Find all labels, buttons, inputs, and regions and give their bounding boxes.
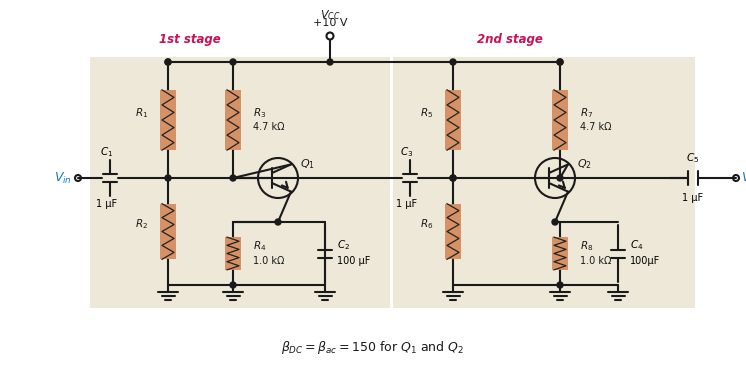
Text: +10 V: +10 V <box>313 18 347 28</box>
Circle shape <box>275 219 281 225</box>
Bar <box>552 90 568 150</box>
Text: $R_7$: $R_7$ <box>580 106 593 120</box>
Text: $\beta_{DC} = \beta_{ac} = 150$ for $Q_1$ and $Q_2$: $\beta_{DC} = \beta_{ac} = 150$ for $Q_1… <box>281 340 465 356</box>
Circle shape <box>230 59 236 65</box>
Text: 4.7 kΩ: 4.7 kΩ <box>253 122 284 132</box>
Text: $Q_2$: $Q_2$ <box>577 157 592 171</box>
Text: 100μF: 100μF <box>630 257 660 266</box>
Text: $V_{out}$: $V_{out}$ <box>741 171 746 186</box>
Text: $R_1$: $R_1$ <box>135 106 148 120</box>
Text: $R_8$: $R_8$ <box>580 240 593 253</box>
Circle shape <box>230 175 236 181</box>
Text: $R_4$: $R_4$ <box>253 240 266 253</box>
Bar <box>160 204 176 259</box>
Text: 2nd stage: 2nd stage <box>477 33 543 46</box>
Text: 100 μF: 100 μF <box>337 257 370 266</box>
Text: $R_2$: $R_2$ <box>135 218 148 231</box>
Bar <box>393 57 695 308</box>
Bar <box>225 237 241 270</box>
Bar <box>225 90 241 150</box>
Text: $C_5$: $C_5$ <box>686 151 700 165</box>
Circle shape <box>230 282 236 288</box>
Circle shape <box>552 219 558 225</box>
Circle shape <box>450 59 456 65</box>
Text: $Q_1$: $Q_1$ <box>300 157 315 171</box>
Text: 1 μF: 1 μF <box>683 193 703 203</box>
Bar <box>160 90 176 150</box>
Text: 1 μF: 1 μF <box>396 199 418 209</box>
Text: 1.0 kΩ: 1.0 kΩ <box>253 255 284 265</box>
Text: $C_2$: $C_2$ <box>337 239 350 253</box>
Text: 4.7 kΩ: 4.7 kΩ <box>580 122 612 132</box>
Text: $V_{in}$: $V_{in}$ <box>54 171 72 186</box>
Text: 1 μF: 1 μF <box>96 199 118 209</box>
Circle shape <box>165 59 171 65</box>
Text: $C_3$: $C_3$ <box>401 145 413 159</box>
Bar <box>552 237 568 270</box>
Circle shape <box>165 59 171 65</box>
Circle shape <box>557 59 563 65</box>
Circle shape <box>450 175 456 181</box>
Text: $R_5$: $R_5$ <box>420 106 433 120</box>
Bar <box>90 57 390 308</box>
Text: 1.0 kΩ: 1.0 kΩ <box>580 255 612 265</box>
Bar <box>445 90 461 150</box>
Text: $V_{CC}$: $V_{CC}$ <box>320 8 340 22</box>
Text: 1st stage: 1st stage <box>159 33 221 46</box>
Circle shape <box>557 175 563 181</box>
Circle shape <box>450 175 456 181</box>
Circle shape <box>165 175 171 181</box>
Circle shape <box>327 59 333 65</box>
Text: $C_1$: $C_1$ <box>101 145 113 159</box>
Bar <box>445 204 461 259</box>
Circle shape <box>557 282 563 288</box>
Text: $R_6$: $R_6$ <box>420 218 433 231</box>
Text: $R_3$: $R_3$ <box>253 106 266 120</box>
Text: $C_4$: $C_4$ <box>630 239 644 253</box>
Circle shape <box>557 59 563 65</box>
